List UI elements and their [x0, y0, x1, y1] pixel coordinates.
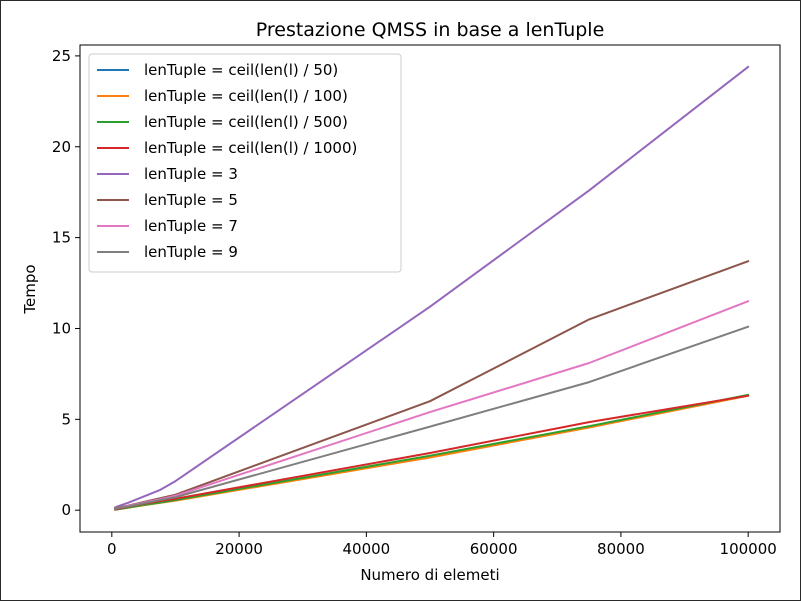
y-tick-label: 25 — [52, 47, 71, 65]
chart-title: Prestazione QMSS in base a lenTuple — [256, 19, 605, 41]
y-axis-label: Tempo — [21, 264, 39, 314]
legend-label-2: lenTuple = ceil(len(l) / 100) — [144, 87, 348, 105]
legend-label-8: lenTuple = 9 — [144, 243, 238, 261]
legend-box — [88, 53, 402, 273]
y-tick-label: 10 — [52, 319, 71, 337]
legend: lenTuple = ceil(len(l) / 50) lenTuple = c… — [88, 53, 402, 273]
plot-area-frame — [79, 44, 781, 533]
x-axis-ticks: 0 20000 40000 60000 80000 100000 — [107, 532, 777, 558]
legend-label-6: lenTuple = 5 — [144, 191, 238, 209]
legend-label-4: lenTuple = ceil(len(l) / 1000) — [144, 139, 357, 157]
y-axis-ticks: 0 5 10 15 20 25 — [52, 47, 80, 519]
legend-label-7: lenTuple = 7 — [144, 217, 238, 235]
series-line-5 — [114, 65, 750, 509]
series-layer — [114, 65, 750, 511]
series-line-6 — [114, 260, 750, 510]
x-tick-label: 40000 — [343, 540, 391, 558]
y-tick-label: 0 — [61, 501, 71, 519]
series-line-7 — [114, 300, 750, 510]
x-tick-label: 80000 — [597, 540, 645, 558]
x-tick-label: 60000 — [470, 540, 518, 558]
x-tick-label: 20000 — [215, 540, 263, 558]
legend-label-3: lenTuple = ceil(len(l) / 500) — [144, 113, 348, 131]
series-line-8 — [114, 325, 750, 510]
x-tick-label: 0 — [107, 540, 117, 558]
y-tick-label: 20 — [52, 138, 71, 156]
legend-label-5: lenTuple = 3 — [144, 165, 238, 183]
legend-label-1: lenTuple = ceil(len(l) / 50) — [144, 61, 338, 79]
y-tick-label: 15 — [52, 229, 71, 247]
x-axis-label: Numero di elemeti — [360, 566, 499, 584]
y-tick-label: 5 — [61, 410, 71, 428]
x-tick-label: 100000 — [720, 540, 777, 558]
